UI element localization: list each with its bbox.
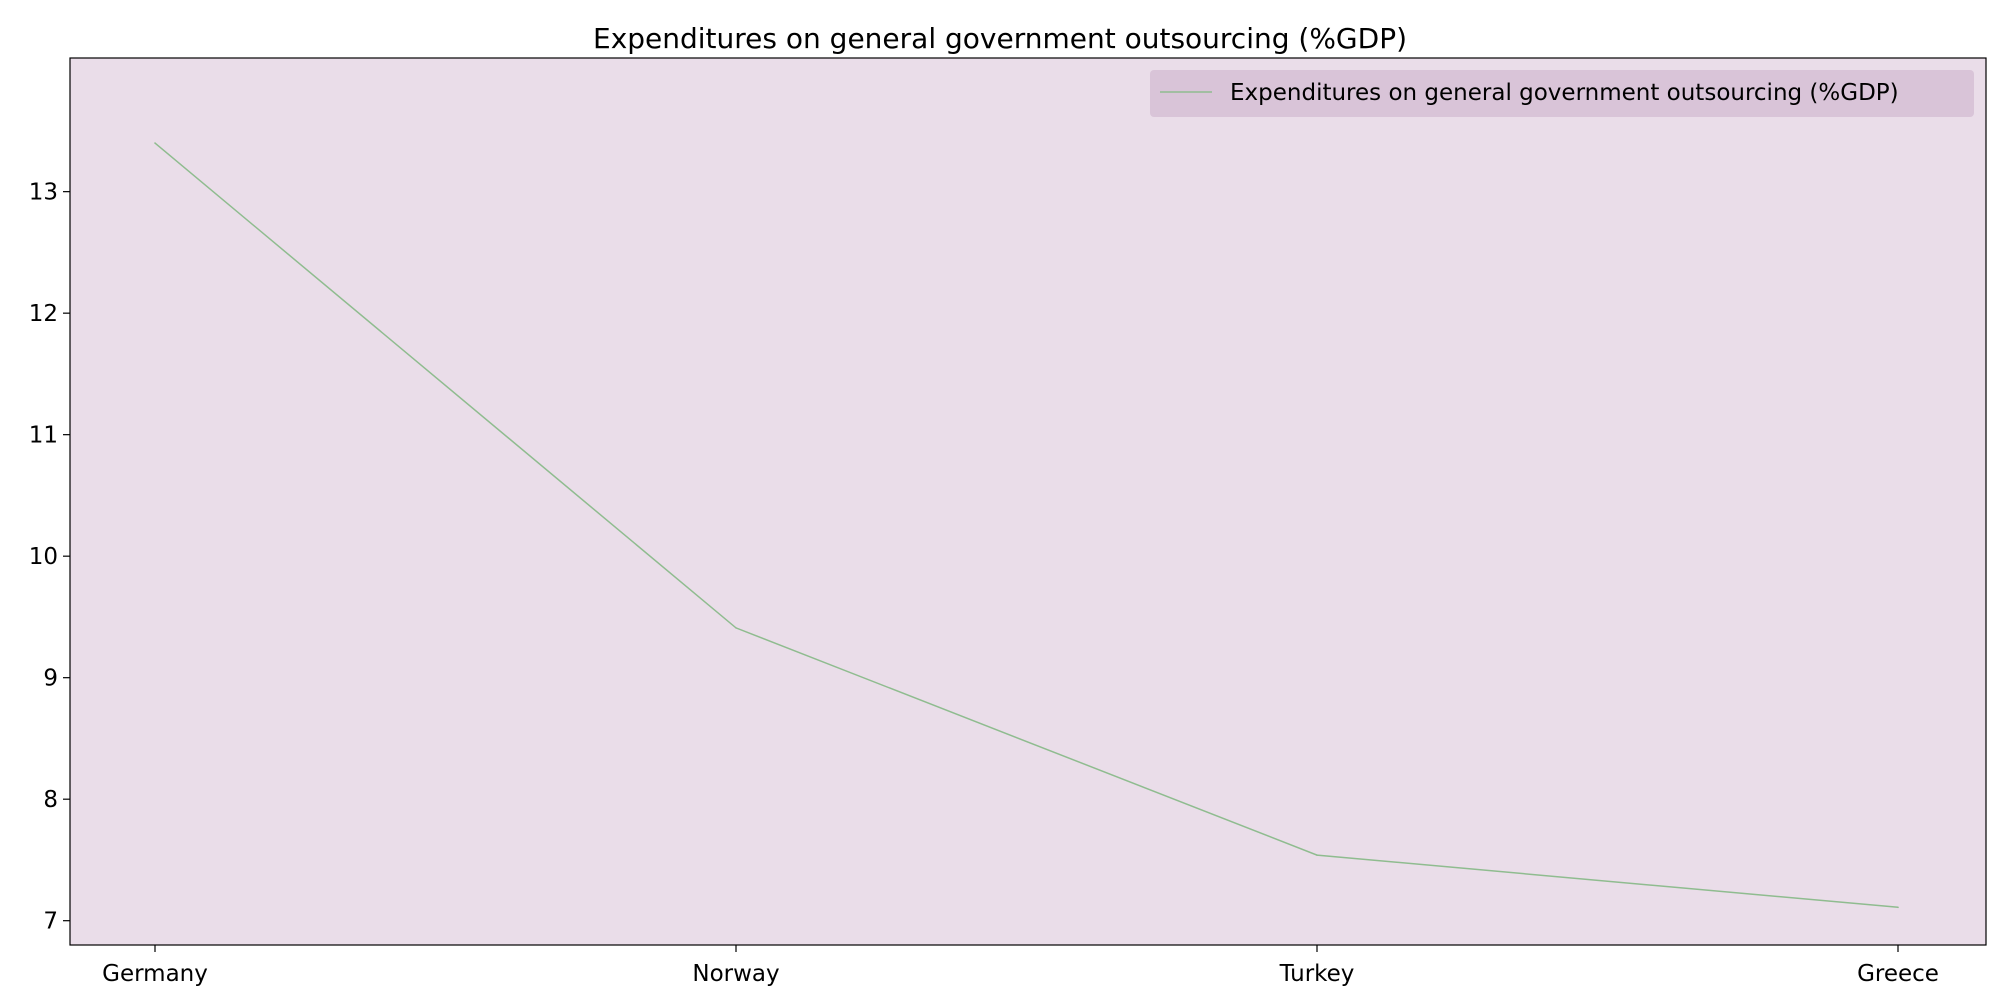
y-tick-label: 10 <box>29 544 58 570</box>
data-point-norway <box>735 627 737 629</box>
legend-box <box>1150 70 1974 117</box>
x-tick-label-greece: Greece <box>1857 961 1939 987</box>
y-tick-label: 11 <box>29 423 58 449</box>
y-tick-label: 7 <box>43 909 58 935</box>
data-point-turkey <box>1316 854 1318 856</box>
y-tick-label: 12 <box>29 301 58 327</box>
x-tick-label-turkey: Turkey <box>1279 961 1355 987</box>
y-axis: 7 8 9 10 11 12 13 <box>29 180 70 935</box>
x-tick-label-norway: Norway <box>692 961 779 987</box>
x-axis: Germany Norway Turkey Greece <box>102 945 1939 987</box>
y-tick-label: 13 <box>29 180 58 206</box>
data-point-germany <box>154 142 156 144</box>
series-layer <box>154 142 1899 909</box>
y-tick-label: 9 <box>43 666 58 692</box>
legend: Expenditures on general government outso… <box>1150 70 1974 117</box>
data-point-greece <box>1897 906 1899 909</box>
x-tick-label-germany: Germany <box>102 961 208 987</box>
plot-area <box>69 57 1987 946</box>
series-line-0 <box>154 142 1899 909</box>
legend-label: Expenditures on general government outso… <box>1230 80 1899 106</box>
chart-title: Expenditures on general government outso… <box>593 22 1407 55</box>
y-tick-label: 8 <box>43 787 58 813</box>
